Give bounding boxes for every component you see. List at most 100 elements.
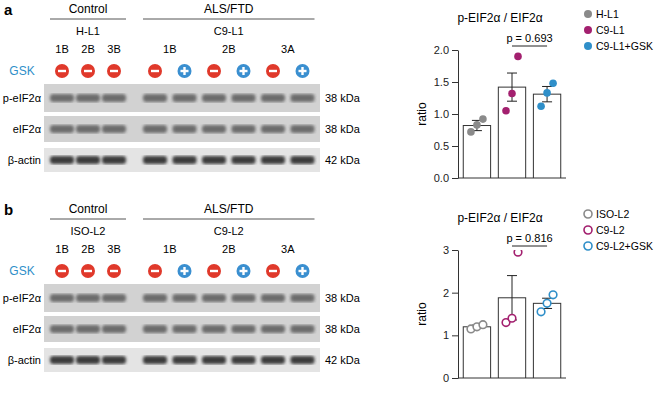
- gsk-minus: [81, 64, 95, 78]
- legend-marker: [584, 210, 592, 218]
- lane-label: 1B: [55, 43, 68, 55]
- data-point: [549, 291, 557, 299]
- row-size: 38 kDa: [325, 92, 361, 104]
- data-point: [508, 90, 516, 98]
- gsk-symbol: [207, 264, 221, 278]
- y-tick-mark: [452, 293, 458, 294]
- blot-band: [202, 156, 226, 164]
- blot-band: [291, 356, 315, 364]
- legend-marker: [584, 10, 592, 18]
- y-tick-label: 0: [443, 372, 449, 384]
- blot-panel: aControlH-L11B2B3BALS/FTDC9-L11B2B3AGSKp…: [3, 1, 361, 172]
- bar: [533, 94, 560, 178]
- chart-title: p-EIF2α / EIF2α: [457, 211, 542, 225]
- gsk-symbol-bar: [269, 70, 277, 72]
- legend-label: ISO-L2: [596, 208, 629, 220]
- row-size: 38 kDa: [325, 123, 361, 135]
- blot-band: [76, 125, 100, 133]
- gsk-symbol: [207, 64, 221, 78]
- y-tick: 0.0: [434, 172, 458, 184]
- blot-band: [202, 356, 226, 364]
- lane-label: 3A: [281, 43, 295, 55]
- data-point: [537, 103, 545, 111]
- y-tick-mark: [452, 82, 458, 83]
- y-tick-label: 1.0: [434, 108, 449, 120]
- lane-label: 1B: [163, 43, 176, 55]
- lane-label: 2B: [81, 43, 94, 55]
- blot-band: [261, 325, 285, 333]
- blot-band: [232, 294, 256, 302]
- blot-strip: [44, 116, 320, 142]
- gsk-symbol-bar: [301, 67, 303, 75]
- blot-band: [173, 156, 197, 164]
- data-point: [549, 79, 557, 87]
- blot-band: [76, 156, 100, 164]
- gsk-symbol-bar: [301, 267, 303, 275]
- legend-label: C9-L2: [596, 224, 625, 236]
- bar: [533, 303, 560, 378]
- gsk-symbol: [55, 264, 69, 278]
- y-tick: 1: [443, 329, 458, 341]
- blot-band: [102, 125, 126, 133]
- y-tick-label: 2: [443, 287, 449, 299]
- group-label: Control: [69, 202, 108, 216]
- annotation: p = 0.816: [506, 232, 552, 244]
- blot-band: [232, 356, 256, 364]
- y-tick-mark: [452, 250, 458, 251]
- blot-band: [50, 325, 74, 333]
- y-tick-mark: [452, 114, 458, 115]
- blot-band: [173, 294, 197, 302]
- gsk-symbol: [237, 64, 251, 78]
- gsk-symbol: [81, 264, 95, 278]
- blot-band: [173, 94, 197, 102]
- error-bar: [542, 298, 552, 308]
- row-size: 42 kDa: [325, 354, 361, 366]
- gsk-symbol-bar: [269, 270, 277, 272]
- blot-band: [291, 125, 315, 133]
- blot-band: [50, 125, 74, 133]
- gsk-symbol-bar: [84, 70, 92, 72]
- legend-marker: [584, 226, 592, 234]
- error-bar-cap: [507, 275, 517, 276]
- bar-chart: 0.00.51.01.52.0p-EIF2α / EIF2αratiop = 0…: [415, 8, 653, 184]
- error-bar-cap: [507, 101, 517, 102]
- blot-band: [173, 125, 197, 133]
- blot-band: [291, 325, 315, 333]
- row-size: 38 kDa: [325, 323, 361, 335]
- gsk-symbol-bar: [58, 270, 66, 272]
- blot-strip: [44, 148, 320, 172]
- error-bar-cap: [507, 73, 517, 74]
- y-tick: 0.5: [434, 140, 458, 152]
- gsk-plus: [237, 64, 251, 78]
- gsk-minus: [266, 264, 280, 278]
- blot-band: [50, 156, 74, 164]
- row-size: 42 kDa: [325, 154, 361, 166]
- gsk-symbol: [107, 264, 121, 278]
- data-point: [473, 121, 481, 129]
- blot-band: [261, 94, 285, 102]
- lane-label: 1B: [163, 243, 176, 255]
- blot-band: [76, 94, 100, 102]
- blot-band: [232, 125, 256, 133]
- gsk-symbol-bar: [110, 270, 118, 272]
- legend: H-L1C9-L1C9-L1+GSK: [584, 8, 653, 52]
- gsk-minus: [55, 264, 69, 278]
- row-label: eIF2α: [13, 323, 42, 335]
- error-bar: [507, 276, 517, 320]
- y-axis-line: [458, 51, 459, 179]
- y-tick: 2.0: [434, 44, 458, 56]
- lane-label: 2B: [81, 243, 94, 255]
- blot-panel: bControlISO-L21B2B3BALS/FTDC9-L21B2B3AGS…: [3, 201, 361, 372]
- group-sublabel: C9-L1: [214, 25, 244, 37]
- lane-label: 3B: [107, 43, 120, 55]
- y-tick: 0: [443, 372, 458, 384]
- y-axis-line: [458, 251, 459, 379]
- blot-band: [291, 294, 315, 302]
- y-axis: 0123: [443, 244, 459, 384]
- figure: aControlH-L11B2B3BALS/FTDC9-L11B2B3AGSKp…: [0, 0, 654, 401]
- group-line: [143, 219, 315, 220]
- chart-title: p-EIF2α / EIF2α: [457, 11, 542, 25]
- blot-band: [291, 156, 315, 164]
- gsk-minus: [107, 264, 121, 278]
- data-point: [543, 300, 551, 308]
